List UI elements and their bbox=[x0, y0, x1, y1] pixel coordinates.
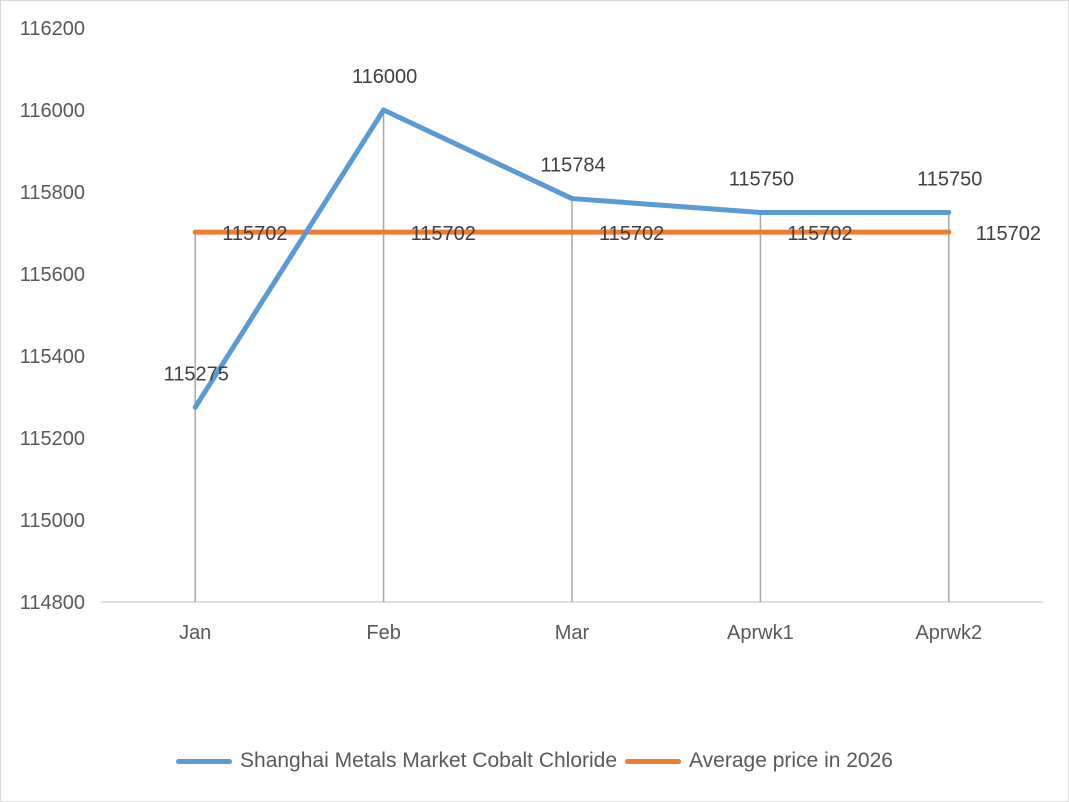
data-label-cobalt-chloride: 115750 bbox=[917, 169, 982, 191]
data-label-cobalt-chloride: 115275 bbox=[164, 363, 229, 385]
x-tick-label: Mar bbox=[555, 622, 590, 644]
x-tick-label: Feb bbox=[366, 622, 400, 644]
data-label-average-price: 115702 bbox=[411, 223, 476, 245]
y-tick-label: 115800 bbox=[20, 182, 85, 204]
legend-item-series-1: Shanghai Metals Market Cobalt Chloride bbox=[176, 749, 617, 773]
legend-swatch-series-1 bbox=[176, 758, 233, 764]
data-label-average-price: 115702 bbox=[787, 223, 852, 245]
data-label-cobalt-chloride: 115750 bbox=[729, 169, 794, 191]
legend-item-series-2: Average price in 2026 bbox=[625, 749, 893, 773]
data-label-average-price: 115702 bbox=[599, 223, 664, 245]
legend-swatch-series-2 bbox=[625, 758, 682, 764]
y-tick-label: 115200 bbox=[20, 428, 85, 450]
legend-label-series-2: Average price in 2026 bbox=[689, 749, 893, 772]
data-label-cobalt-chloride: 115784 bbox=[540, 155, 605, 177]
data-label-cobalt-chloride: 116000 bbox=[352, 66, 417, 88]
y-tick-label: 115600 bbox=[20, 264, 85, 286]
y-tick-label: 116000 bbox=[20, 100, 85, 122]
y-tick-label: 115400 bbox=[20, 346, 85, 368]
y-tick-label: 116200 bbox=[20, 18, 85, 40]
data-label-average-price: 115702 bbox=[976, 223, 1041, 245]
x-tick-label: Jan bbox=[179, 622, 211, 644]
series-line-cobalt-chloride bbox=[192, 107, 952, 410]
legend-label-series-1: Shanghai Metals Market Cobalt Chloride bbox=[240, 749, 618, 772]
data-label-average-price: 115702 bbox=[222, 223, 287, 245]
x-tick-label: Aprwk1 bbox=[727, 622, 794, 644]
legend: Shanghai Metals Market Cobalt Chloride A… bbox=[1, 749, 1068, 773]
x-tick-label: Aprwk2 bbox=[915, 622, 982, 644]
y-tick-label: 114800 bbox=[20, 592, 85, 614]
y-tick-label: 115000 bbox=[20, 510, 85, 532]
